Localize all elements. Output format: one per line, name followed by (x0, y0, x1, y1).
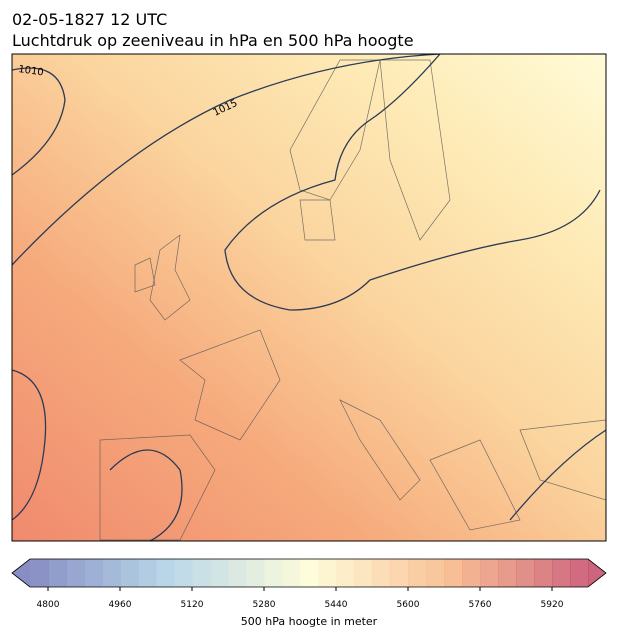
colorbar-segment (66, 559, 85, 587)
height-field (12, 54, 606, 541)
colorbar-label: 500 hPa hoogte in meter (241, 615, 378, 628)
colorbar-segment (390, 559, 409, 587)
colorbar-segment (30, 559, 49, 587)
colorbar-segment (84, 559, 103, 587)
colorbar-tick-label: 5760 (469, 600, 492, 610)
colorbar-segment (480, 559, 499, 587)
colorbar-extend (12, 559, 30, 587)
colorbar: 4800 4960 5120 5280 5440 5600 5760 5920 (11, 558, 607, 610)
colorbar-segment (246, 559, 265, 587)
colorbar-tick-label: 4800 (37, 600, 60, 610)
colorbar-segment (462, 559, 481, 587)
colorbar-tick-label: 5600 (397, 600, 420, 610)
colorbar-segment (48, 559, 67, 587)
map-frame (11, 53, 607, 542)
colorbar-segment (174, 559, 193, 587)
colorbar-segment (426, 559, 445, 587)
isobars (12, 54, 606, 541)
colorbar-tick-label: 5280 (253, 600, 276, 610)
colorbar-segment (498, 559, 517, 587)
colorbar-segment (444, 559, 463, 587)
map: 1010 1015 (12, 54, 606, 541)
colorbar-segment (552, 559, 571, 587)
colorbar-segment (138, 559, 157, 587)
colorbar-segment (570, 559, 589, 587)
colorbar-segment (354, 559, 373, 587)
colorbar-tick-label: 5440 (325, 600, 348, 610)
colorbar-segment (534, 559, 553, 587)
colorbar-segment (300, 559, 319, 587)
title-line: 02-05-1827 12 UTC (12, 10, 167, 29)
colorbar-segment (282, 559, 301, 587)
colorbar-tick-label: 5920 (541, 600, 564, 610)
title-line: Luchtdruk op zeeniveau in hPa en 500 hPa… (12, 31, 414, 50)
colorbar-segment (210, 559, 229, 587)
coastlines (99, 59, 606, 541)
colorbar-extend (588, 559, 606, 587)
colorbar-segment (264, 559, 283, 587)
colorbar-outline (11, 558, 607, 588)
colorbar-segment (372, 559, 391, 587)
colorbar-tick-label: 4960 (109, 600, 132, 610)
colorbar-segment (516, 559, 535, 587)
colorbar-segment (120, 559, 139, 587)
colorbar-segment (408, 559, 427, 587)
contour-label: 1010 (18, 64, 45, 78)
colorbar-segment (318, 559, 337, 587)
colorbar-segment (192, 559, 211, 587)
colorbar-tick-label: 5120 (181, 600, 204, 610)
colorbar-segment (102, 559, 121, 587)
colorbar-segment (156, 559, 175, 587)
colorbar-segment (336, 559, 355, 587)
colorbar-segment (228, 559, 247, 587)
